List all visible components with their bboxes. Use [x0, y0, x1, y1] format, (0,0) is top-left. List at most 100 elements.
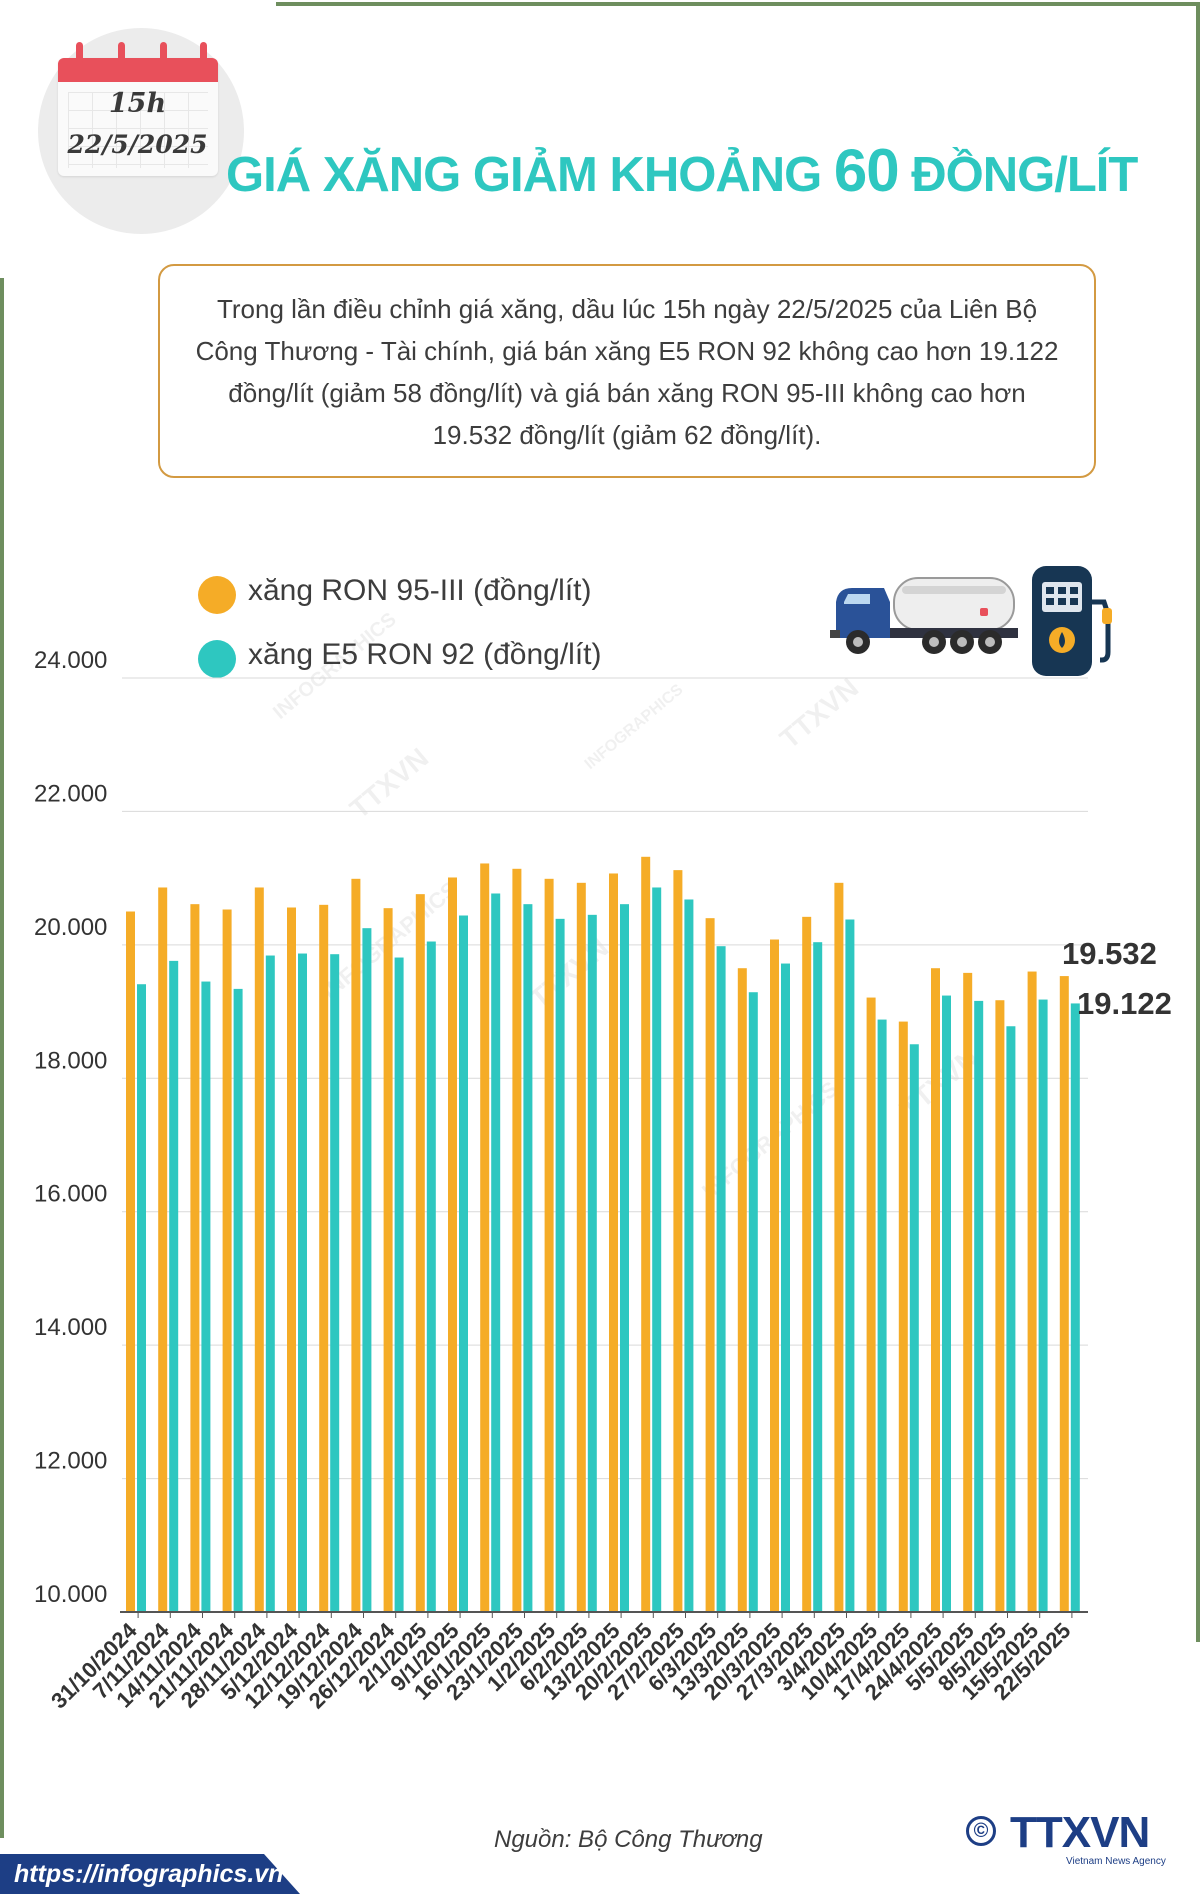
ttxvn-logo-subtitle: Vietnam News Agency [1066, 1856, 1166, 1867]
copyright-icon: © [966, 1816, 996, 1846]
legend-swatch-e5 [198, 640, 236, 678]
bar-ron95 [383, 908, 393, 1612]
bar-e5 [169, 960, 179, 1612]
calendar-ring [160, 42, 167, 64]
calendar-header [58, 58, 218, 82]
bar-ron95 [963, 972, 973, 1612]
legend-swatch-ron95 [198, 576, 236, 614]
bar-e5 [652, 887, 662, 1612]
bar-e5 [1038, 999, 1048, 1612]
bar-ron95 [898, 1021, 908, 1612]
bar-e5 [877, 1019, 887, 1612]
right-border-line [1196, 2, 1200, 1642]
bar-e5 [201, 981, 211, 1612]
bar-e5 [426, 941, 436, 1612]
bar-e5 [362, 928, 372, 1612]
bar-e5 [459, 915, 468, 1612]
bar-ron95 [770, 939, 779, 1612]
bar-ron95 [1027, 971, 1037, 1612]
calendar-grid [68, 92, 208, 168]
bar-e5 [620, 904, 629, 1612]
bar-e5 [909, 1044, 919, 1612]
bar-ron95 [1059, 976, 1069, 1612]
bar-e5 [845, 919, 855, 1612]
title-suffix: ĐỒNG/LÍT [898, 148, 1138, 202]
legend-label-e5: xăng E5 RON 92 (đồng/lít) [248, 638, 602, 671]
source-note: Nguồn: Bộ Công Thương [494, 1826, 763, 1853]
bar-ron95 [287, 907, 296, 1612]
bar-ron95 [673, 870, 683, 1612]
top-border-line [276, 2, 1200, 6]
calendar-ring [118, 42, 125, 64]
bar-chart: 10.000 12.000 14.000 16.000 18.000 20.000 22.0… [34, 647, 1172, 1713]
bar-e5 [1070, 1003, 1080, 1612]
bar-e5 [298, 953, 307, 1612]
y-tick-label: 12.000 [34, 1448, 107, 1475]
bar-ron95 [737, 968, 747, 1612]
fuel-tanker-truck-icon [830, 577, 1018, 654]
y-tick-label: 16.000 [34, 1181, 107, 1208]
bar-e5 [233, 988, 243, 1612]
bar-ron95 [544, 878, 554, 1612]
page-title: GIÁ XĂNG GIẢM KHOẢNG 60 ĐỒNG/LÍT [226, 136, 1138, 205]
bar-ron95 [222, 909, 232, 1612]
bar-ron95 [931, 968, 940, 1612]
calendar-icon [58, 58, 218, 176]
bar-e5 [491, 893, 501, 1612]
bar-e5 [1006, 1026, 1016, 1612]
bar-e5 [394, 957, 404, 1612]
fuel-pump-icon [1032, 566, 1112, 676]
y-tick-label: 18.000 [34, 1047, 107, 1074]
bar-ron95 [995, 1000, 1005, 1612]
bar-ron95 [126, 911, 135, 1612]
ttxvn-logo: TTXVN [1010, 1808, 1150, 1857]
url-bar [0, 1854, 300, 1894]
bar-e5 [587, 914, 597, 1612]
description-box: Trong lần điều chỉnh giá xăng, dầu lúc 1… [158, 264, 1096, 478]
bar-e5 [265, 955, 275, 1612]
bar-ron95 [576, 882, 586, 1612]
title-number: 60 [833, 137, 900, 204]
bar-e5 [716, 946, 726, 1612]
y-tick-label: 22.000 [34, 780, 107, 807]
bar-ron95 [319, 904, 329, 1612]
calendar-ring [76, 42, 83, 64]
calendar-time: 15h [108, 88, 167, 119]
bar-ron95 [834, 882, 844, 1612]
y-tick-label: 20.000 [34, 914, 107, 941]
title-prefix: GIÁ XĂNG GIẢM KHOẢNG [226, 148, 834, 202]
website-link[interactable]: https://infographics.vn [14, 1860, 284, 1888]
description-text: Trong lần điều chỉnh giá xăng, dầu lúc 1… [195, 294, 1059, 450]
y-tick-label: 10.000 [34, 1581, 107, 1608]
bar-ron95 [415, 894, 425, 1612]
value-label-e5: 19.122 [1077, 986, 1172, 1021]
bar-e5 [748, 992, 758, 1612]
y-tick-label: 14.000 [34, 1314, 107, 1341]
bar-ron95 [512, 868, 522, 1612]
bar-ron95 [866, 997, 876, 1612]
bar-ron95 [641, 856, 651, 1612]
bar-ron95 [609, 873, 618, 1612]
bar-e5 [684, 899, 694, 1612]
calendar-ring [200, 42, 207, 64]
bar-e5 [137, 984, 146, 1612]
bar-ron95 [351, 878, 361, 1612]
left-border-line [0, 278, 4, 1838]
legend-label-ron95: xăng RON 95-III (đồng/lít) [248, 574, 592, 607]
bar-ron95 [448, 877, 457, 1612]
calendar-date: 22/5/2025 [67, 130, 208, 159]
bar-ron95 [480, 863, 490, 1612]
bar-ron95 [158, 887, 168, 1612]
y-tick-label: 24.000 [34, 647, 107, 674]
bar-ron95 [705, 918, 715, 1612]
value-label-ron95: 19.532 [1062, 936, 1157, 971]
bar-ron95 [254, 887, 264, 1612]
bar-ron95 [802, 916, 812, 1612]
bar-ron95 [190, 904, 200, 1612]
bar-e5 [942, 995, 951, 1612]
bar-e5 [974, 1000, 984, 1612]
bar-e5 [330, 954, 340, 1612]
bar-e5 [813, 942, 823, 1612]
bar-e5 [555, 918, 565, 1612]
bar-e5 [523, 904, 533, 1612]
